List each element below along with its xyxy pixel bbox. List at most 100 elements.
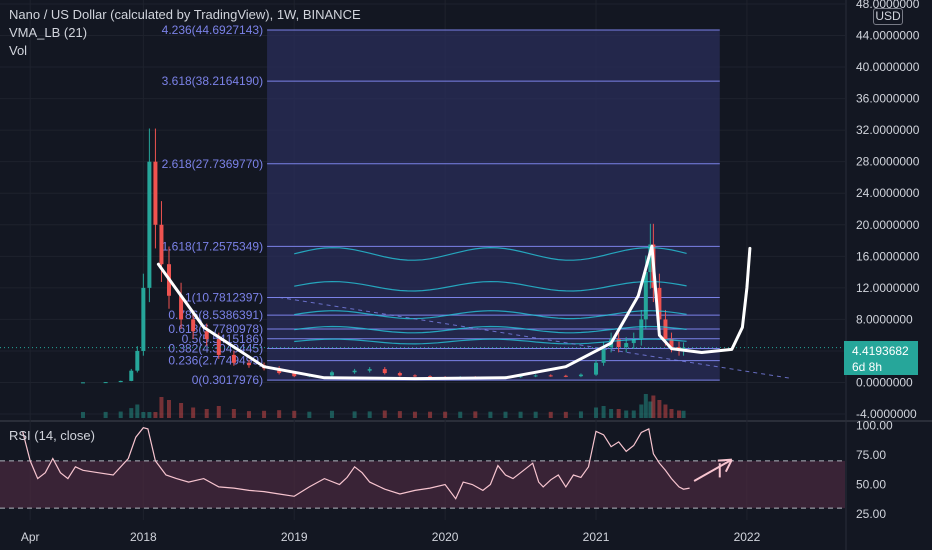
candle-body <box>657 287 662 320</box>
volume-bar <box>307 411 312 418</box>
rsi-tick-label: 75.00 <box>856 448 886 462</box>
candle-body <box>533 375 538 377</box>
volume-bar <box>616 409 621 418</box>
volume-bar <box>216 406 221 418</box>
candle-body <box>204 331 209 340</box>
volume-bar <box>533 411 538 418</box>
volume-bar <box>135 404 140 418</box>
rsi-line <box>22 427 690 500</box>
volume-bar <box>428 411 433 418</box>
volume-bar <box>246 411 251 418</box>
candle-body <box>648 244 653 273</box>
volume-bar <box>204 409 209 418</box>
time-tick-label: 2019 <box>281 530 308 544</box>
price-tick-label: 12.0000000 <box>856 281 920 295</box>
price-tick-label: 32.0000000 <box>856 123 920 137</box>
volume-bar <box>473 411 478 418</box>
volume-bar <box>518 411 523 418</box>
fib-level-label: 1.618(17.2575349) <box>162 239 263 253</box>
volume-bar <box>159 397 164 418</box>
price-tick-label: 24.0000000 <box>856 186 920 200</box>
volume-bar <box>624 410 629 418</box>
trend-line <box>279 296 793 380</box>
volume-bar <box>681 410 686 418</box>
price-tick-label: 16.0000000 <box>856 249 920 263</box>
volume-bar <box>129 408 134 418</box>
vma-band-line <box>294 338 687 345</box>
volume-bar <box>594 407 599 418</box>
volume-bar <box>548 411 553 418</box>
volume-bar <box>609 409 614 418</box>
indicator-vol-label[interactable]: Vol <box>9 43 28 58</box>
bar-countdown: 6d 8h <box>852 360 883 374</box>
volume-bar <box>147 412 152 418</box>
time-tick-label: 2020 <box>432 530 459 544</box>
candle-body <box>352 370 357 373</box>
candle-body <box>246 362 251 366</box>
candle-body <box>382 369 387 374</box>
time-tick-label: Apr <box>21 530 40 544</box>
candle-body <box>147 161 152 288</box>
candle-body <box>412 375 417 377</box>
currency-badge[interactable]: USD <box>873 8 903 25</box>
time-tick-label: 2021 <box>583 530 610 544</box>
volume-bar <box>657 400 662 418</box>
volume-bar <box>367 411 372 418</box>
candle-body <box>601 347 606 363</box>
volume-bar <box>167 400 171 418</box>
price-tick-label: 40.0000000 <box>856 60 920 74</box>
volume-bar <box>563 411 568 418</box>
candle-body <box>578 374 583 377</box>
rsi-arrow-head <box>724 459 733 473</box>
vma-band-line <box>294 280 687 292</box>
candle-body <box>397 373 402 376</box>
volume-bar <box>329 410 334 418</box>
candle-body <box>118 380 123 383</box>
candle-body <box>428 376 433 378</box>
candle-body <box>129 370 134 381</box>
fib-level-label: 0.236(2.7749499) <box>168 354 263 368</box>
volume-bar <box>578 411 583 418</box>
candle-body <box>141 287 146 351</box>
volume-bar <box>503 411 508 418</box>
cup-handle-drawing <box>156 244 752 381</box>
candle-body <box>135 350 140 371</box>
candle-body <box>103 382 108 384</box>
candle-body <box>329 372 334 376</box>
time-tick-label: 2022 <box>734 530 761 544</box>
price-tick-label: 8.0000000 <box>856 312 913 326</box>
volume-bar <box>458 411 463 418</box>
volume-bar <box>141 412 146 418</box>
price-tick-label: 20.0000000 <box>856 218 920 232</box>
volume-bar <box>651 395 656 418</box>
volume-bar <box>443 411 448 418</box>
rsi-indicator-label[interactable]: RSI (14, close) <box>9 428 95 443</box>
volume-bar <box>262 410 267 418</box>
price-tick-label: 48.0000000 <box>856 0 920 11</box>
volume-bar <box>663 404 668 418</box>
candle-body <box>663 319 668 340</box>
volume-bar <box>488 411 493 418</box>
fib-level-label: 4.236(44.6927143) <box>162 23 263 37</box>
volume-bar <box>277 410 282 418</box>
candle-body <box>518 376 523 378</box>
candle-body <box>191 319 196 332</box>
current-price-tag: 4.4193682 6d 8h <box>844 341 918 375</box>
time-tick-label: 2018 <box>130 530 157 544</box>
candle-body <box>179 295 184 320</box>
volume-bar <box>631 410 636 418</box>
candle-body <box>563 375 568 377</box>
volume-bar <box>412 411 417 418</box>
indicator-vma-label[interactable]: VMA_LB (21) <box>9 25 88 40</box>
fib-level-label: 0(0.3017976) <box>192 373 263 387</box>
price-tick-label: 0.0000000 <box>856 376 913 390</box>
volume-bar <box>669 409 674 418</box>
volume-bar <box>352 411 357 418</box>
current-price-value: 4.4193682 <box>852 344 909 358</box>
volume-bar <box>231 409 236 418</box>
candle-body <box>643 272 648 320</box>
price-tick-label: 36.0000000 <box>856 92 920 106</box>
candle-body <box>216 339 221 355</box>
candle-body <box>80 382 85 384</box>
